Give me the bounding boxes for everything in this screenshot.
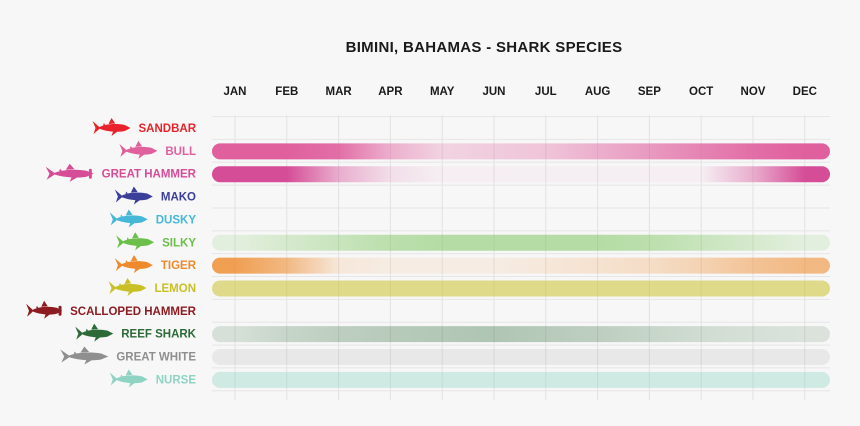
species-label: SCALLOPED HAMMER: [70, 306, 197, 318]
nurse-shark-icon: [109, 369, 148, 388]
grid: [212, 115, 830, 400]
season-bar: [212, 166, 830, 183]
species-label: LEMON: [154, 283, 196, 295]
species-label: NURSE: [156, 374, 197, 386]
month-label: FEB: [275, 86, 298, 98]
species-label: BULL: [165, 146, 196, 158]
month-label: JAN: [223, 86, 246, 98]
month-label: NOV: [741, 86, 766, 98]
month-label: DEC: [793, 86, 817, 98]
sandbar-shark-icon: [92, 118, 131, 136]
scalloped-hammer-shark-icon: [26, 300, 63, 319]
lemon-shark-icon: [108, 277, 147, 296]
species-labels: SANDBAR BULL GREAT HAMMER MAKO DUSKY SILKY TIG…: [70, 123, 197, 386]
month-labels: JAN FEB MAR APR MAY JUN JUL AUG SEP OCT NOV DEC: [223, 86, 816, 98]
species-label: SILKY: [162, 237, 196, 249]
season-bar: [212, 143, 830, 160]
silky-shark-icon: [116, 232, 155, 251]
species-label: GREAT HAMMER: [102, 169, 197, 181]
reef-shark-icon: [75, 323, 114, 342]
species-label: SANDBAR: [139, 123, 197, 135]
season-bar: [212, 280, 830, 297]
month-label: OCT: [689, 86, 713, 98]
tiger-shark-icon: [114, 255, 153, 274]
great-hammer-shark-icon: [45, 163, 94, 182]
season-bar: [212, 234, 830, 251]
bull-shark-icon: [119, 140, 158, 159]
season-bars: [212, 143, 830, 388]
season-bar: [212, 349, 830, 365]
species-label: GREAT WHITE: [116, 352, 196, 364]
month-label: MAY: [430, 86, 455, 98]
species-label: DUSKY: [156, 214, 197, 226]
dusky-shark-icon: [109, 209, 148, 228]
month-label: AUG: [585, 86, 611, 98]
species-icons: [26, 118, 158, 388]
month-label: JUL: [535, 86, 557, 98]
species-label: REEF SHARK: [121, 329, 196, 341]
season-bar: [212, 257, 830, 274]
month-label: JUN: [482, 86, 505, 98]
month-label: MAR: [325, 86, 352, 98]
season-bar: [212, 371, 830, 388]
species-label: MAKO: [161, 192, 196, 204]
month-label: APR: [378, 86, 403, 98]
chart-title: BIMINI, BAHAMAS - SHARK SPECIES: [346, 39, 623, 56]
great-white-shark-icon: [60, 346, 109, 365]
mako-shark-icon: [114, 186, 153, 205]
season-bar: [212, 326, 830, 343]
species-label: TIGER: [161, 260, 197, 272]
month-label: SEP: [638, 86, 661, 98]
